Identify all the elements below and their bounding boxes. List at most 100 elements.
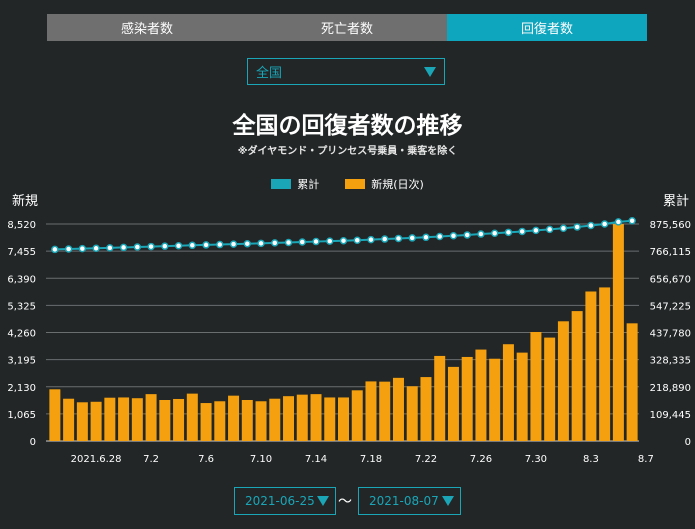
- x-tick-label: 7.18: [360, 454, 382, 465]
- x-tick-label: 8.3: [583, 454, 599, 465]
- bar-daily: [626, 323, 638, 441]
- bar-daily: [461, 356, 473, 441]
- right-tick-label: 109,445: [650, 410, 691, 421]
- right-axis-title: 累計: [663, 194, 690, 209]
- left-tick-label: 6,390: [7, 274, 36, 285]
- bar-daily: [296, 394, 308, 441]
- x-tick-label: 7.14: [305, 454, 327, 465]
- point-cumulative: [243, 239, 252, 248]
- legend-item-daily[interactable]: 新規(日次): [345, 176, 424, 192]
- left-tick-label: 0: [30, 437, 36, 448]
- tab-recoveries[interactable]: 回復者数: [447, 14, 647, 41]
- bar-daily: [159, 399, 171, 441]
- bar-daily: [475, 349, 487, 441]
- bar-daily: [173, 398, 185, 441]
- point-cumulative: [477, 230, 485, 238]
- left-tick-label: 4,260: [7, 329, 36, 340]
- point-cumulative: [339, 236, 348, 245]
- legend-label-daily: 新規(日次): [371, 178, 424, 191]
- point-cumulative: [174, 242, 183, 250]
- point-cumulative: [408, 234, 416, 242]
- region-select[interactable]: 全国: [247, 58, 445, 85]
- point-cumulative: [394, 234, 403, 243]
- right-tick-label: 0: [685, 437, 691, 448]
- bar-daily: [118, 397, 130, 441]
- end-date-value: 2021-08-07: [369, 494, 439, 508]
- bar-daily: [131, 398, 143, 441]
- x-tick-label: 7.26: [470, 454, 492, 465]
- x-tick-label: 7.22: [415, 454, 437, 465]
- point-cumulative: [257, 239, 265, 248]
- bar-daily: [145, 394, 157, 441]
- bar-daily: [214, 401, 226, 441]
- point-cumulative: [449, 232, 458, 240]
- point-cumulative: [504, 228, 513, 237]
- point-cumulative: [202, 241, 210, 249]
- bar-daily: [338, 397, 349, 441]
- right-tick-label: 218,890: [650, 383, 691, 394]
- point-cumulative: [435, 232, 444, 241]
- left-axis-title: 新規: [12, 194, 39, 209]
- bar-daily: [351, 390, 363, 441]
- bar-daily: [255, 401, 267, 441]
- point-cumulative: [380, 235, 389, 243]
- tab-deaths[interactable]: 死亡者数: [247, 14, 447, 41]
- chart-subtitle: ※ダイヤモンド・プリンセス号乗員・乗客を除く: [237, 146, 458, 157]
- bar-daily: [420, 377, 432, 441]
- legend-swatch-cumulative: [271, 179, 292, 189]
- bar-daily: [228, 395, 240, 441]
- bar-daily: [612, 224, 624, 441]
- bar-daily: [434, 355, 446, 441]
- chart-title: 全国の回復者数の推移: [232, 113, 463, 139]
- x-tick-label: 7.10: [250, 454, 272, 465]
- bar-daily: [324, 397, 336, 441]
- end-date-select[interactable]: 2021-08-07: [358, 487, 461, 515]
- start-date-arrow-icon: [317, 496, 329, 506]
- right-tick-label: 766,115: [650, 247, 691, 258]
- point-cumulative: [271, 239, 279, 247]
- bar-daily: [502, 344, 514, 441]
- point-cumulative: [518, 227, 526, 236]
- point-cumulative: [326, 237, 334, 245]
- metric-tabs: 感染者数 死亡者数 回復者数: [47, 14, 647, 41]
- point-cumulative: [463, 231, 471, 239]
- point-cumulative: [161, 242, 169, 250]
- bar-daily: [90, 401, 102, 441]
- left-tick-label: 7,455: [7, 247, 36, 258]
- point-cumulative: [312, 237, 320, 246]
- tab-infections[interactable]: 感染者数: [47, 14, 247, 41]
- point-cumulative: [600, 220, 609, 228]
- bar-daily: [310, 394, 322, 441]
- point-cumulative: [367, 235, 375, 244]
- x-tick-label: 7.30: [525, 454, 547, 465]
- point-cumulative: [628, 217, 636, 225]
- point-cumulative: [229, 240, 238, 248]
- bar-daily: [49, 389, 61, 441]
- bar-daily: [200, 403, 212, 441]
- bar-daily: [379, 381, 391, 441]
- legend-swatch-daily: [345, 179, 366, 189]
- right-tick-label: 875,560: [650, 220, 691, 231]
- point-cumulative: [545, 225, 554, 234]
- end-date-arrow-icon: [442, 496, 454, 506]
- right-tick-label: 437,780: [650, 329, 691, 340]
- legend-item-cumulative[interactable]: 累計: [271, 176, 319, 192]
- date-range: 2021-06-25 〜 2021-08-07: [0, 487, 695, 515]
- point-cumulative: [559, 224, 568, 232]
- bar-daily: [365, 381, 377, 441]
- left-tick-label: 3,195: [7, 356, 36, 367]
- right-tick-label: 328,335: [650, 356, 691, 367]
- start-date-select[interactable]: 2021-06-25: [234, 487, 336, 515]
- bar-daily: [406, 386, 418, 441]
- left-tick-label: 8,520: [7, 220, 36, 231]
- left-tick-label: 2,130: [7, 383, 36, 394]
- left-tick-label: 5,325: [7, 301, 36, 312]
- point-cumulative: [532, 226, 540, 235]
- point-cumulative: [119, 243, 128, 252]
- point-cumulative: [284, 238, 293, 247]
- region-select-value: 全国: [256, 66, 283, 81]
- bar-daily: [283, 396, 295, 441]
- bar-daily: [571, 311, 583, 441]
- bar-daily: [392, 377, 404, 441]
